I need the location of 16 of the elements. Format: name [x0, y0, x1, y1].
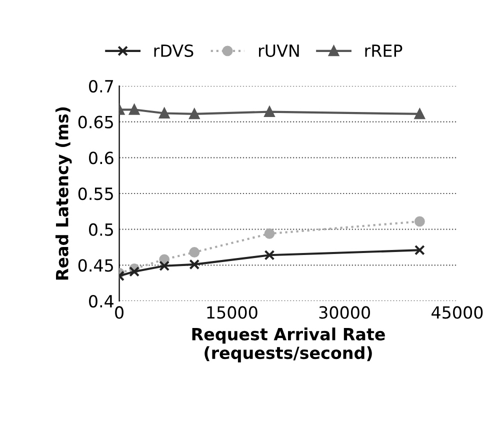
legend-label: rUVN	[259, 44, 299, 58]
y-tick-label: 0.7	[89, 80, 113, 93]
x-tick-label: 45000	[432, 306, 483, 319]
x-tick-label: 30000	[319, 306, 370, 319]
x-axis-title: Request Arrival Rate (requests/second)	[192, 328, 385, 362]
x-tick-label: 15000	[207, 306, 258, 319]
y-tick-label: 0.4	[89, 294, 114, 308]
y-tick-label: 0.45	[78, 259, 113, 272]
legend-label: rREP	[365, 44, 402, 57]
y-tick-label: 0.6	[89, 152, 114, 164]
y-axis-title: Read Latency (ms)	[55, 107, 72, 280]
y-tick-label: 0.65	[78, 116, 113, 128]
y-tick-label: 0.55	[78, 187, 113, 200]
y-tick-label: 0.5	[89, 223, 113, 236]
x-tick-label: 0	[115, 306, 124, 319]
legend-label: rDVS	[154, 44, 194, 58]
